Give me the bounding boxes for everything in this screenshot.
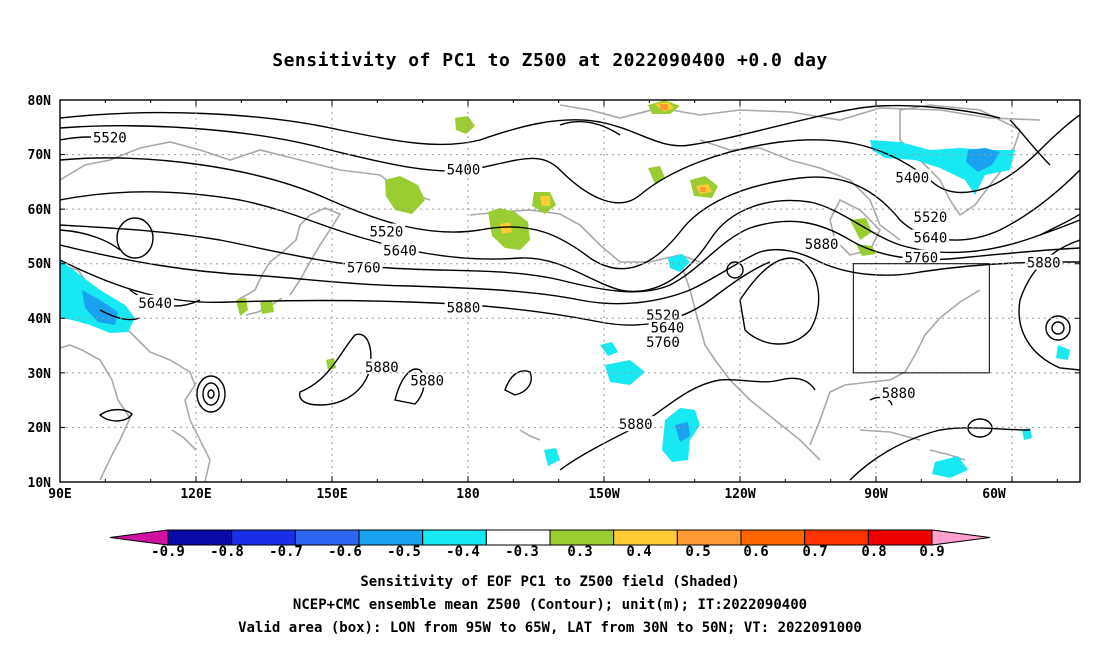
gridlines <box>60 100 1080 482</box>
lat-label: 30N <box>28 367 52 382</box>
axis-ticks <box>59 99 1080 483</box>
contour-label: 5640 <box>381 242 419 260</box>
colorbar-high-triangle <box>931 529 991 546</box>
contour-label: 5880 <box>408 372 446 389</box>
svg-text:5760: 5760 <box>347 261 381 277</box>
colorbar-label: 0.6 <box>743 544 768 560</box>
colorbar-label: -0.8 <box>210 544 244 560</box>
colorbar-label: -0.9 <box>151 544 185 560</box>
coastlines <box>60 104 1041 482</box>
colorbar-swatch <box>804 529 869 546</box>
svg-text:5400: 5400 <box>447 162 481 178</box>
svg-text:5640: 5640 <box>383 244 417 260</box>
colorbar-label: 0.3 <box>567 544 592 560</box>
colorbar-swatch <box>740 529 806 546</box>
contour-label: 5520 <box>91 129 129 147</box>
colorbar-label: -0.6 <box>328 544 362 560</box>
contour-label: 5400 <box>444 161 483 178</box>
colorbar-label: 0.4 <box>626 544 651 560</box>
colorbar-swatch <box>485 529 551 546</box>
svg-text:5640: 5640 <box>914 231 948 247</box>
colorbar-swatch <box>867 529 933 546</box>
colorbar <box>109 529 991 546</box>
colorbar-swatch <box>167 529 233 546</box>
lon-label: 180 <box>456 487 480 502</box>
colorbar-swatch <box>676 529 742 546</box>
colorbar-label: -0.3 <box>505 544 539 560</box>
lon-label: 150E <box>316 487 347 502</box>
contour-label: 5880 <box>802 236 841 253</box>
lat-label: 10N <box>28 476 52 491</box>
colorbar-label: 0.5 <box>685 544 710 560</box>
lon-label: 90E <box>48 487 71 502</box>
colorbar-label: -0.4 <box>446 544 480 560</box>
svg-text:5520: 5520 <box>93 131 127 147</box>
colorbar-swatch <box>422 529 487 546</box>
colorbar-swatch <box>231 529 296 546</box>
lat-label: 50N <box>28 257 52 272</box>
contour-label: 5520 <box>367 223 406 241</box>
svg-text:5640: 5640 <box>651 321 685 337</box>
contour-label: 5640 <box>136 295 174 312</box>
svg-text:5520: 5520 <box>370 225 404 241</box>
colorbar-tick-labels: -0.9 -0.8 -0.7 -0.6 -0.5 -0.4 -0.3 0.3 0… <box>151 544 945 560</box>
footer-line-1: Sensitivity of EOF PC1 to Z500 field (Sh… <box>360 574 740 590</box>
lon-label: 60W <box>982 487 1006 502</box>
colorbar-swatch <box>549 529 615 546</box>
svg-text:5880: 5880 <box>410 373 444 389</box>
lon-label: 120E <box>180 487 211 502</box>
svg-text:5880: 5880 <box>1027 256 1061 272</box>
colorbar-swatch <box>294 529 360 546</box>
lat-label: 70N <box>28 148 52 163</box>
colorbar-low-triangle <box>109 529 169 546</box>
svg-text:5640: 5640 <box>138 296 172 312</box>
lon-axis-labels: 90E 120E 150E 180 150W 120W 90W 60W <box>48 487 1006 502</box>
contour-label: 5880 <box>444 299 483 316</box>
colorbar-label: 0.9 <box>919 544 944 560</box>
footer-line-2: NCEP+CMC ensemble mean Z500 (Contour); u… <box>292 597 808 613</box>
valid-area-box <box>852 263 990 374</box>
colorbar-label: 0.8 <box>861 544 886 560</box>
colorbar-label: -0.7 <box>269 544 303 560</box>
lon-label: 120W <box>724 487 755 502</box>
svg-text:5760: 5760 <box>904 251 938 267</box>
colorbar-swatch <box>613 529 678 546</box>
plot-frame <box>59 99 1081 483</box>
svg-text:5880: 5880 <box>619 417 653 433</box>
svg-text:5400: 5400 <box>895 170 929 186</box>
contour-label: 5400 <box>893 169 932 186</box>
contour-label: 5640 <box>911 229 950 247</box>
contour-label: 5760 <box>644 333 682 351</box>
contour-label: 5880 <box>1024 254 1063 272</box>
colorbar-label: -0.5 <box>387 544 421 560</box>
lat-label: 80N <box>28 94 52 109</box>
footer-line-3: Valid area (box): LON from 95W to 65W, L… <box>238 620 862 636</box>
svg-text:5880: 5880 <box>805 237 839 253</box>
colorbar-swatch <box>358 529 424 546</box>
contour-label: 5880 <box>616 416 655 433</box>
svg-text:5520: 5520 <box>914 210 948 226</box>
lon-label: 90W <box>864 487 888 502</box>
lat-axis-labels: 80N 70N 60N 50N 40N 30N 20N 10N <box>28 94 52 491</box>
contour-label: 5640 <box>648 319 687 337</box>
contour-label: 5880 <box>879 385 918 402</box>
svg-text:5880: 5880 <box>882 386 916 402</box>
lon-label: 150W <box>588 487 619 502</box>
contour-label: 5760 <box>902 249 941 267</box>
svg-text:5760: 5760 <box>646 335 680 351</box>
contour-label: 5880 <box>363 358 401 376</box>
shaded-sensitivity <box>60 100 1070 478</box>
colorbar-label: 0.7 <box>802 544 827 560</box>
lat-label: 20N <box>28 421 52 436</box>
lat-label: 40N <box>28 312 52 327</box>
svg-text:5880: 5880 <box>365 360 399 376</box>
contour-label: 5520 <box>911 208 950 226</box>
svg-text:5880: 5880 <box>447 300 481 316</box>
lat-label: 60N <box>28 203 52 218</box>
contour-label: 5760 <box>344 259 383 277</box>
map-title: Sensitivity of PC1 to Z500 at 2022090400… <box>272 50 828 71</box>
